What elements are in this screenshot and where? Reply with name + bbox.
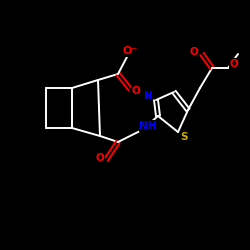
Text: S: S <box>180 132 188 142</box>
Text: O: O <box>96 153 104 163</box>
Text: O⁻: O⁻ <box>122 46 138 56</box>
Text: O: O <box>230 59 238 69</box>
Text: N: N <box>144 91 152 101</box>
Text: O: O <box>190 47 198 57</box>
Text: NH: NH <box>139 121 157 131</box>
Text: O: O <box>132 86 140 96</box>
